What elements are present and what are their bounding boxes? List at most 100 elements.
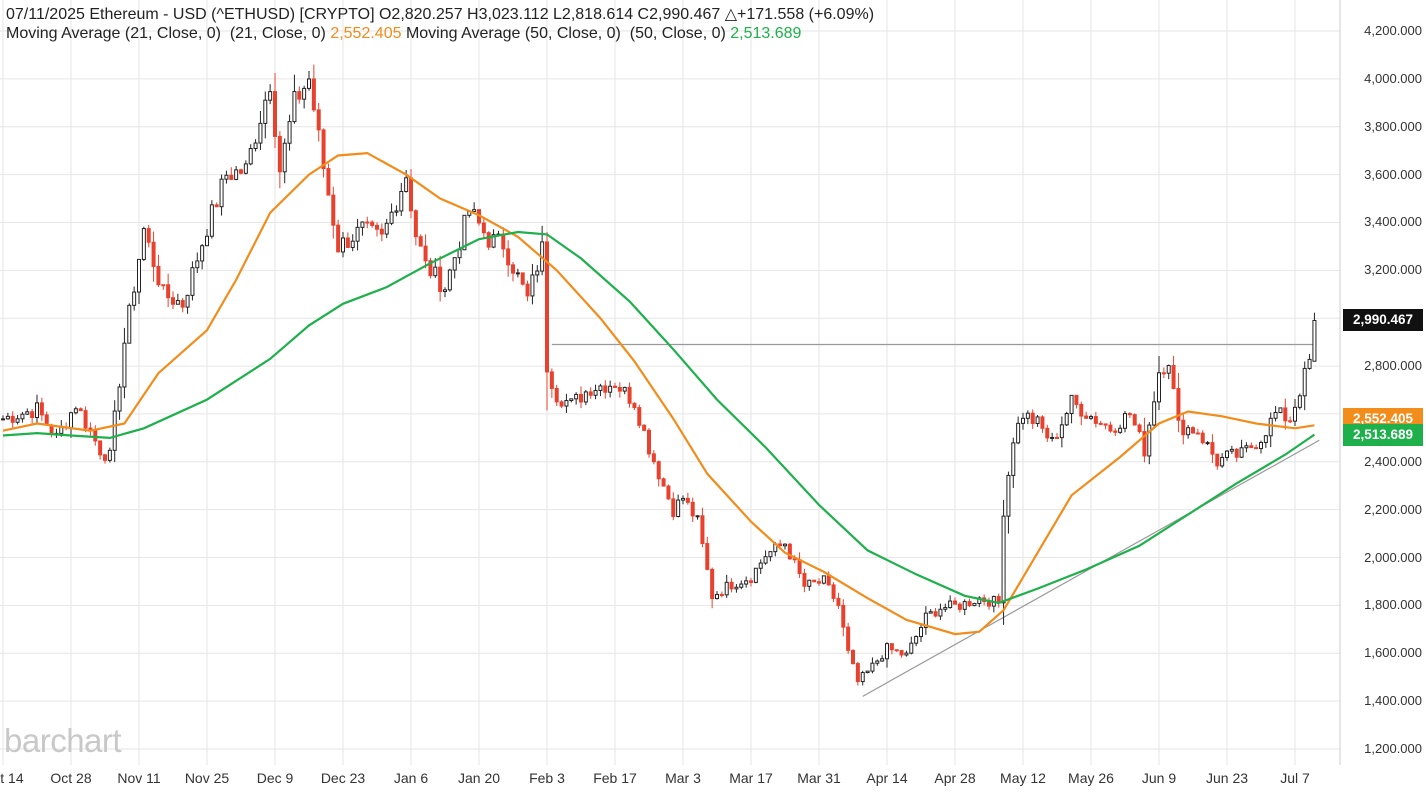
candle-body: [98, 440, 103, 456]
candle-body: [1147, 424, 1152, 457]
candle-body: [336, 224, 341, 253]
candle: [1069, 394, 1074, 424]
candle-body: [321, 129, 326, 170]
candle-body: [204, 235, 210, 247]
candle: [695, 515, 700, 520]
candle-body: [938, 608, 943, 617]
x-tick-label: Nov 11: [117, 770, 161, 786]
candle: [1268, 412, 1273, 448]
candle: [73, 406, 78, 415]
candle-body: [355, 226, 360, 242]
candle-body: [943, 607, 948, 610]
candle-body: [5, 415, 10, 420]
candle: [836, 592, 841, 609]
candle: [1283, 398, 1288, 430]
candle-body: [1312, 319, 1317, 362]
candle-body: [1142, 431, 1147, 457]
candle: [1088, 414, 1094, 420]
candle: [1118, 424, 1123, 434]
candle: [102, 453, 108, 464]
candle: [68, 411, 74, 438]
candle: [710, 567, 715, 609]
candle: [340, 232, 346, 258]
candle: [506, 240, 511, 277]
candle-body: [685, 497, 690, 503]
x-tick-label: Dec 23: [320, 770, 366, 786]
candle-body: [933, 611, 938, 617]
candle-body: [175, 300, 180, 305]
x-tick-label: Oct 28: [50, 770, 92, 786]
candle-body: [195, 260, 200, 269]
candle: [870, 657, 875, 674]
candle: [117, 383, 122, 420]
candle-body: [1098, 422, 1103, 425]
candle: [170, 291, 176, 310]
x-tick-label: Mar 31: [797, 770, 841, 786]
candle-body: [44, 414, 49, 426]
candle: [637, 404, 642, 429]
candle: [1152, 391, 1157, 429]
candle: [1239, 439, 1244, 458]
candle-body: [30, 411, 35, 418]
candle: [83, 406, 88, 433]
candle-body: [316, 109, 321, 131]
candle: [1224, 450, 1230, 461]
candle: [190, 261, 195, 301]
candle: [1122, 410, 1128, 433]
candle-body: [622, 386, 627, 392]
candle: [476, 209, 482, 226]
candle-body: [1190, 427, 1196, 434]
candle-body: [1050, 436, 1055, 439]
candle-body: [408, 177, 414, 212]
candle-body: [972, 602, 977, 607]
candle: [666, 484, 671, 500]
x-tick-label: Jan 20: [457, 770, 501, 786]
candle-body: [418, 236, 423, 247]
x-tick-label: Dec 9: [256, 770, 294, 786]
candle: [544, 231, 550, 411]
candle: [763, 550, 768, 565]
candle: [292, 74, 297, 124]
candle-body: [190, 267, 195, 296]
candle-body: [78, 408, 83, 412]
candle: [535, 265, 540, 283]
candle-body: [389, 211, 394, 224]
candle: [972, 602, 977, 607]
candle: [622, 386, 627, 395]
candle: [986, 597, 992, 610]
candle-body: [1263, 435, 1268, 443]
candle: [195, 252, 200, 274]
candle: [1127, 412, 1132, 418]
candle: [311, 64, 316, 112]
candle-body: [1161, 372, 1166, 375]
candle: [831, 582, 836, 603]
candle-body: [306, 78, 312, 89]
candle-body: [680, 497, 686, 501]
candle-body: [807, 579, 812, 587]
candle: [734, 584, 739, 593]
candle: [34, 394, 40, 424]
candle: [574, 392, 579, 405]
candle: [365, 216, 370, 229]
candle: [1137, 423, 1142, 434]
candle-body: [151, 241, 156, 267]
candle: [714, 591, 720, 600]
candle: [719, 591, 724, 598]
candle-body: [569, 398, 574, 402]
candle-body: [481, 222, 486, 234]
candle-body: [520, 272, 525, 285]
candle-body: [112, 410, 117, 451]
candle: [1171, 355, 1176, 390]
ma21-value: 2,552.405: [330, 25, 402, 42]
candle-body: [739, 583, 744, 588]
candle: [583, 389, 588, 406]
candle-body: [1210, 442, 1215, 455]
candle: [875, 659, 880, 666]
candle-body: [671, 498, 676, 517]
candle-body: [831, 584, 836, 599]
candle: [1181, 412, 1186, 445]
candle: [860, 670, 865, 686]
candle: [1273, 406, 1278, 422]
candle: [1156, 356, 1162, 410]
